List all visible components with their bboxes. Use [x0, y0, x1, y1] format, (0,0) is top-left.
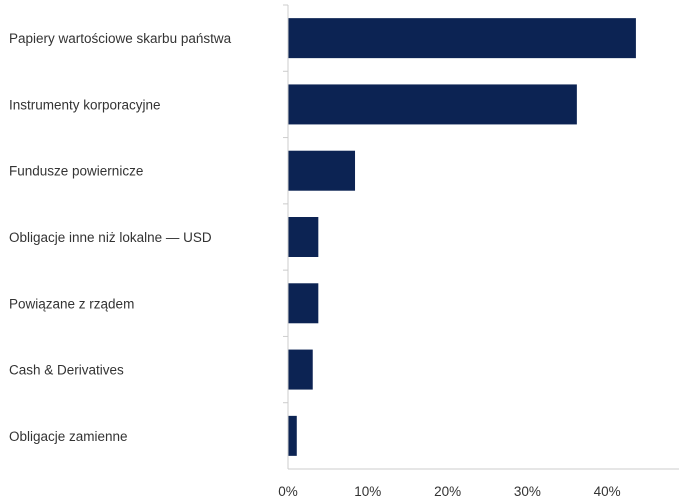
x-tick-label-5: 40% — [594, 484, 621, 499]
bar-7 — [288, 415, 297, 456]
x-tick-label-2: 10% — [354, 484, 381, 499]
bar-2 — [288, 84, 577, 125]
bar-4 — [288, 217, 319, 257]
bar-6 — [288, 349, 313, 390]
category-label-2: Instrumenty korporacyjne — [9, 97, 161, 112]
bar-3 — [288, 150, 356, 191]
category-label-6: Cash & Derivatives — [9, 363, 124, 378]
x-tick-label-3: 20% — [434, 484, 461, 499]
x-tick-label-4: 30% — [514, 484, 541, 499]
x-tick-label-1: 0% — [278, 484, 298, 499]
axes-group — [283, 4, 679, 470]
bar-5 — [288, 283, 319, 324]
bar-1 — [288, 18, 636, 59]
category-label-5: Powiązane z rządem — [9, 296, 134, 311]
x-ticks-group: 0% 10% 20% 30% 40% — [278, 484, 620, 499]
category-label-1: Papiery wartościowe skarbu państwa — [9, 31, 232, 46]
category-label-4: Obligacje inne niż lokalne — USD — [9, 230, 212, 245]
bars-group — [288, 18, 636, 456]
category-label-7: Obligacje zamienne — [9, 429, 128, 444]
category-label-3: Fundusze powiernicze — [9, 164, 143, 179]
category-labels-group: Papiery wartościowe skarbu państwa Instru… — [9, 31, 232, 444]
